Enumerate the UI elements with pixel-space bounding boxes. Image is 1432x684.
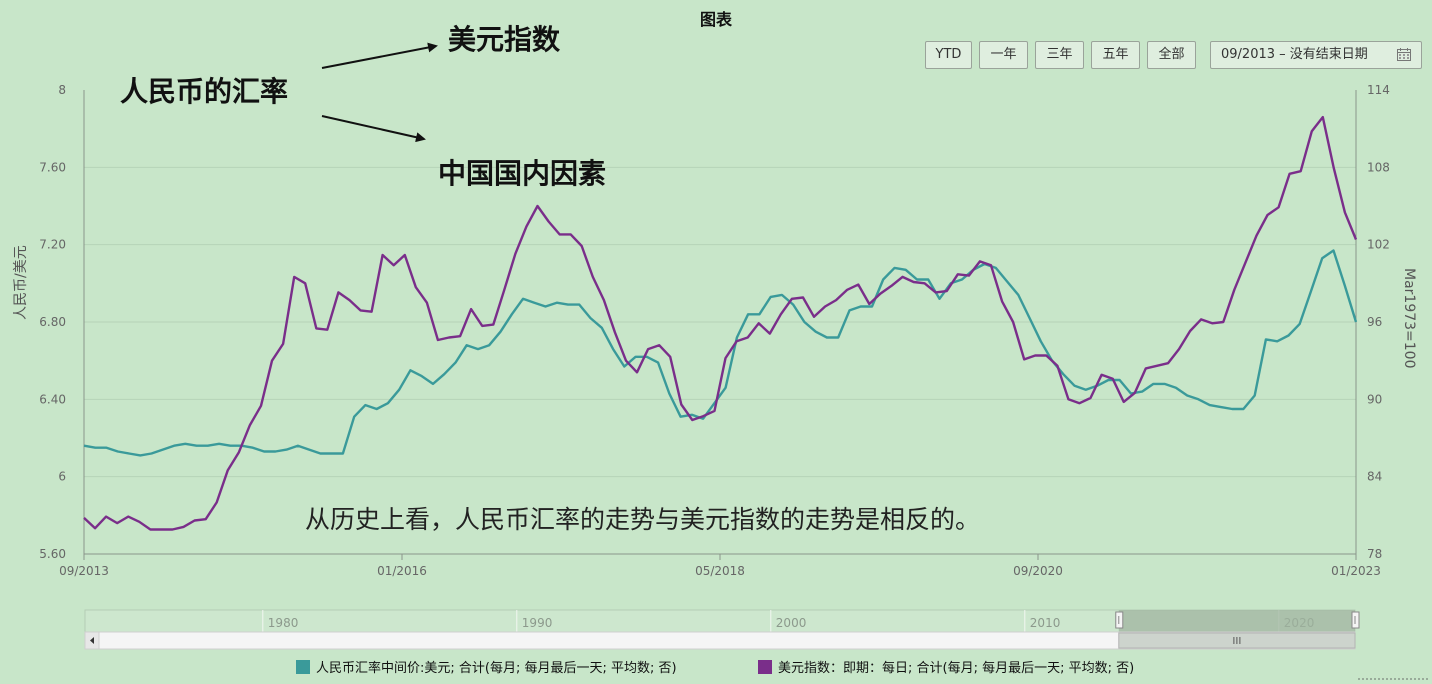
y-right-tick-label: 96	[1367, 315, 1382, 329]
y-right-tick-label: 114	[1367, 83, 1390, 97]
x-tick-label: 01/2023	[1331, 564, 1381, 578]
legend-label-usd: 美元指数：即期：每日; 合计(每月; 每月最后一天; 平均数; 否)	[778, 661, 1135, 676]
navigator-label: 2000	[776, 616, 807, 630]
y-axis-left-title: 人民币/美元	[13, 245, 29, 320]
navigator-label: 1980	[268, 616, 299, 630]
date-range-text: 09/2013 – 没有结束日期	[1221, 47, 1368, 62]
navigator[interactable]: 19801990200020102020	[84, 609, 1360, 650]
legend-item-usd[interactable]: 美元指数：即期：每日; 合计(每月; 每月最后一天; 平均数; 否)	[758, 657, 1134, 676]
navigator-label: 2010	[1030, 616, 1061, 630]
range-button-1y[interactable]: 一年	[979, 41, 1028, 69]
date-range-picker[interactable]: 09/2013 – 没有结束日期	[1210, 41, 1422, 69]
legend-item-rmb[interactable]: 人民币汇率中间价:美元; 合计(每月; 每月最后一天; 平均数; 否)	[296, 657, 677, 676]
corner-decoration	[1358, 678, 1428, 684]
annotation-domestic: 中国国内因素	[438, 157, 607, 190]
arrow-to-usd-index	[321, 42, 438, 69]
y-left-tick-label: 7.20	[39, 238, 66, 252]
annotation-usd-index: 美元指数	[448, 23, 561, 56]
x-tick-label: 09/2020	[1013, 564, 1063, 578]
y-left-tick-label: 6	[58, 470, 66, 484]
y-right-tick-label: 108	[1367, 160, 1390, 174]
y-left-tick-label: 7.60	[39, 160, 66, 174]
navigator-label: 1990	[522, 616, 553, 630]
chart-title: 图表	[699, 10, 732, 29]
y-axis-right-title: Mar1973=100	[1401, 268, 1417, 369]
arrow-to-domestic	[321, 115, 426, 143]
y-left-tick-label: 6.80	[39, 315, 66, 329]
legend-swatch-rmb	[296, 659, 310, 674]
chevron-left-icon	[90, 637, 94, 644]
legend-swatch-usd	[758, 659, 772, 674]
range-button-ytd[interactable]: YTD	[925, 41, 972, 69]
legend-label-rmb: 人民币汇率中间价:美元; 合计(每月; 每月最后一天; 平均数; 否)	[316, 661, 677, 676]
chart-note: 从历史上看，人民币汇率的走势与美元指数的走势是相反的。	[305, 505, 981, 534]
series-usd-line	[83, 115, 1358, 531]
y-right-tick-label: 78	[1367, 547, 1382, 561]
y-left-tick-label: 5.60	[39, 547, 66, 561]
calendar-icon[interactable]	[1397, 48, 1411, 61]
series-rmb-line	[83, 249, 1358, 457]
grid	[84, 166, 1356, 478]
range-button-3y[interactable]: 三年	[1035, 41, 1084, 69]
annotation-arrows	[321, 42, 438, 143]
y-left-tick-label: 6.40	[39, 392, 66, 406]
range-button-all[interactable]: 全部	[1147, 41, 1196, 69]
y-left-tick-label: 8	[58, 83, 66, 97]
y-right-tick-label: 102	[1367, 238, 1390, 252]
y-right-tick-label: 90	[1367, 392, 1382, 406]
y-right-tick-label: 84	[1367, 470, 1382, 484]
axes: 5.60 6 6.40 6.80 7.20 7.60 8 78 84 90 96 102 108 114 0…	[39, 83, 1390, 578]
range-button-5y[interactable]: 五年	[1091, 41, 1140, 69]
x-tick-label: 09/2013	[59, 564, 109, 578]
series-lines	[83, 115, 1358, 531]
x-tick-label: 01/2016	[377, 564, 427, 578]
x-tick-label: 05/2018	[695, 564, 745, 578]
annotation-main: 人民币的汇率	[120, 75, 289, 108]
navigator-selection	[1118, 610, 1355, 632]
